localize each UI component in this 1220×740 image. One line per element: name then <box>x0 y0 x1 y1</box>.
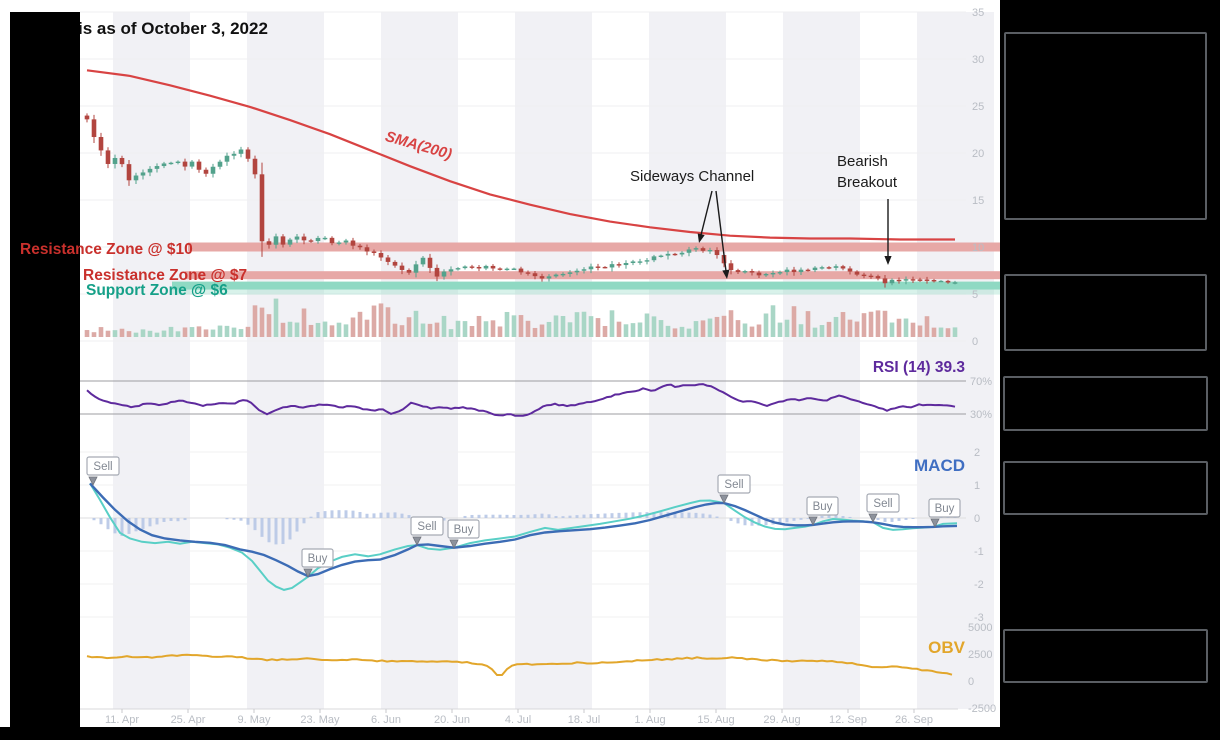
axis-tick-label: 25 <box>972 101 984 113</box>
axis-tick-label: 1 <box>974 480 980 492</box>
rsi-line <box>86 383 956 417</box>
axis-tick-label: 2 <box>974 447 980 459</box>
volume-bars-layer <box>84 298 958 337</box>
axis-tick-label: 2500 <box>968 649 992 661</box>
axis-tick-label: 25. Apr <box>171 714 206 726</box>
axis-tick-label: 18. Jul <box>568 714 600 726</box>
axis-tick-label: 0 <box>972 336 978 348</box>
axis-tick-label: 35 <box>972 7 984 19</box>
bottom-black-bar <box>0 727 1220 740</box>
gridlines-layer <box>80 11 966 618</box>
axis-tick-label: 30% <box>970 409 992 421</box>
macd-slow-line <box>89 482 958 578</box>
axis-tick-label: 10 <box>972 242 984 254</box>
chart-title: is as of October 3, 2022 <box>78 19 268 38</box>
axis-tick-label: -2 <box>974 579 984 591</box>
signal-marker-icon <box>930 518 940 528</box>
support-zone-6-label: Support Zone @ $6 <box>86 282 228 299</box>
axis-tick-label: 1. Aug <box>634 714 665 726</box>
macd-signals-layer: Sell Buy Sell Buy Sell Buy Sell Buy <box>86 456 961 578</box>
calendar-stripes <box>80 12 1000 709</box>
signal-label-text: Buy <box>454 524 474 536</box>
sma200-line <box>86 69 955 241</box>
axis-tick-label: 0 <box>974 513 980 525</box>
right-black-panel <box>1000 0 1220 740</box>
axis-tick-label: 70% <box>970 376 992 388</box>
axis-tick-label: 12. Sep <box>829 714 867 726</box>
axes-layer: 3530252015105070%30%210-1-2-3500025000-2… <box>80 7 996 726</box>
axis-tick-label: 0 <box>968 676 974 688</box>
signal-marker-icon <box>808 516 818 526</box>
signal-marker-icon <box>719 494 729 504</box>
macd-panel-label: MACD <box>914 456 965 475</box>
signal-label-box <box>447 519 480 539</box>
axis-tick-label: 20 <box>972 148 984 160</box>
axis-tick-label: 15. Aug <box>697 714 734 726</box>
annotation-arrows-layer <box>697 190 892 279</box>
macd-fast-line <box>89 482 958 591</box>
signal-marker-icon <box>412 536 422 546</box>
axis-tick-label: 5000 <box>968 622 992 634</box>
axis-tick-label: 29. Aug <box>763 714 800 726</box>
axis-tick-label: -1 <box>974 546 984 558</box>
obv-line <box>86 653 953 676</box>
axis-tick-label: 30 <box>972 54 984 66</box>
rsi-panel-label: RSI (14) 39.3 <box>872 359 965 376</box>
resistance-zone-7-label: Resistance Zone @ $7 <box>83 267 248 284</box>
signal-label-box <box>301 548 334 568</box>
redacted-box-4 <box>1003 461 1208 515</box>
axis-tick-label: 26. Sep <box>895 714 933 726</box>
signal-marker-icon <box>88 476 98 486</box>
signal-label-text: Sell <box>873 498 892 510</box>
redacted-box-5 <box>1003 629 1208 683</box>
signal-label-text: Sell <box>417 521 436 533</box>
signal-label-box <box>806 496 839 516</box>
signal-label-text: Buy <box>308 553 328 565</box>
axis-tick-label: 6. Jun <box>371 714 401 726</box>
resistance-zone-10-label: Resistance Zone @ $10 <box>20 241 193 258</box>
axis-tick-label: -2500 <box>968 703 996 715</box>
redacted-box-2 <box>1004 274 1207 351</box>
signal-label-box <box>410 516 444 536</box>
signal-marker-icon <box>303 568 313 578</box>
signal-label-box <box>866 493 900 513</box>
signal-marker-icon <box>868 513 878 523</box>
left-black-overlay <box>10 12 80 727</box>
signal-label-text: Buy <box>813 501 833 513</box>
signal-marker-icon <box>449 539 459 549</box>
axis-tick-label: 23. May <box>300 714 340 726</box>
signal-label-box <box>86 456 120 476</box>
obv-panel-label: OBV <box>928 638 965 657</box>
sideways-channel-annotation: Sideways Channel <box>630 168 755 185</box>
signal-label-box <box>928 498 961 518</box>
axis-tick-label: 5 <box>972 289 978 301</box>
signal-label-text: Sell <box>724 479 743 491</box>
axis-tick-label: 15 <box>972 195 984 207</box>
redacted-box-1 <box>1004 32 1207 220</box>
signal-label-text: Sell <box>93 461 112 473</box>
signal-label-text: Buy <box>935 503 955 515</box>
axis-tick-label: 9. May <box>237 714 271 726</box>
axis-tick-label: 20. Jun <box>434 714 470 726</box>
price-zones-layer <box>172 242 1000 295</box>
redacted-box-3 <box>1003 376 1208 431</box>
signal-label-box <box>717 474 751 494</box>
bearish-breakout-annotation: Bearish Breakout <box>837 153 898 191</box>
axis-tick-label: 4. Jul <box>505 714 531 726</box>
axis-tick-label: 11. Apr <box>105 714 139 726</box>
axis-tick-label: -3 <box>974 612 984 624</box>
